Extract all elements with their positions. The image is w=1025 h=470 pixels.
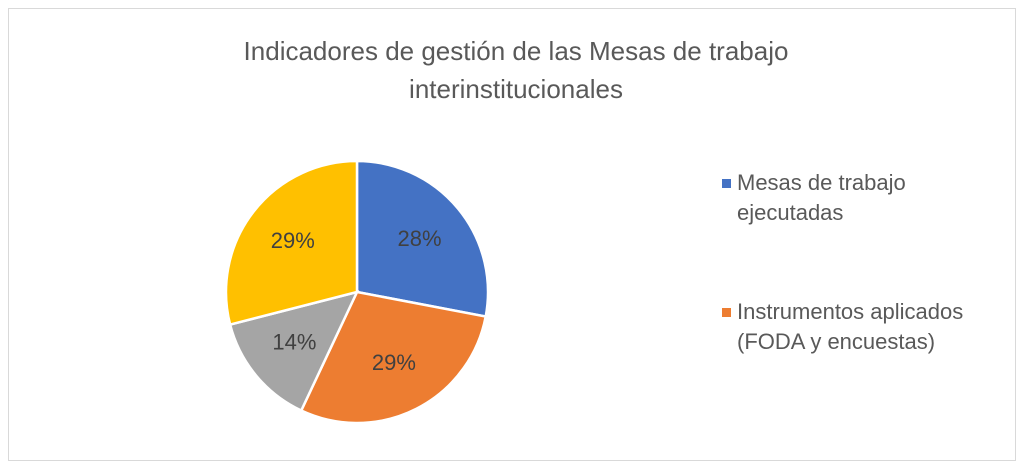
chart-border [8, 8, 1016, 461]
pie-slice [228, 290, 360, 413]
legend-label: Instrumentos aplicados (FODA y encuestas… [737, 299, 964, 354]
pie-slice [224, 159, 359, 327]
data-label: 29% [271, 228, 315, 253]
data-label: 28% [398, 226, 442, 251]
data-label: 29% [372, 350, 416, 375]
pie-slice [355, 159, 490, 319]
chart-title: Indicadores de gestión de las Mesas de t… [243, 36, 789, 104]
legend-swatch [722, 308, 731, 317]
legend-entry: Instrumentos aplicados (FODA y encuestas… [722, 297, 992, 357]
pie-slice [299, 290, 488, 425]
legend-swatch [722, 179, 731, 188]
data-label: 14% [272, 330, 316, 355]
legend-label: Mesas de trabajo ejecutadas [737, 170, 906, 225]
legend-entry: Mesas de trabajo ejecutadas [722, 168, 992, 228]
